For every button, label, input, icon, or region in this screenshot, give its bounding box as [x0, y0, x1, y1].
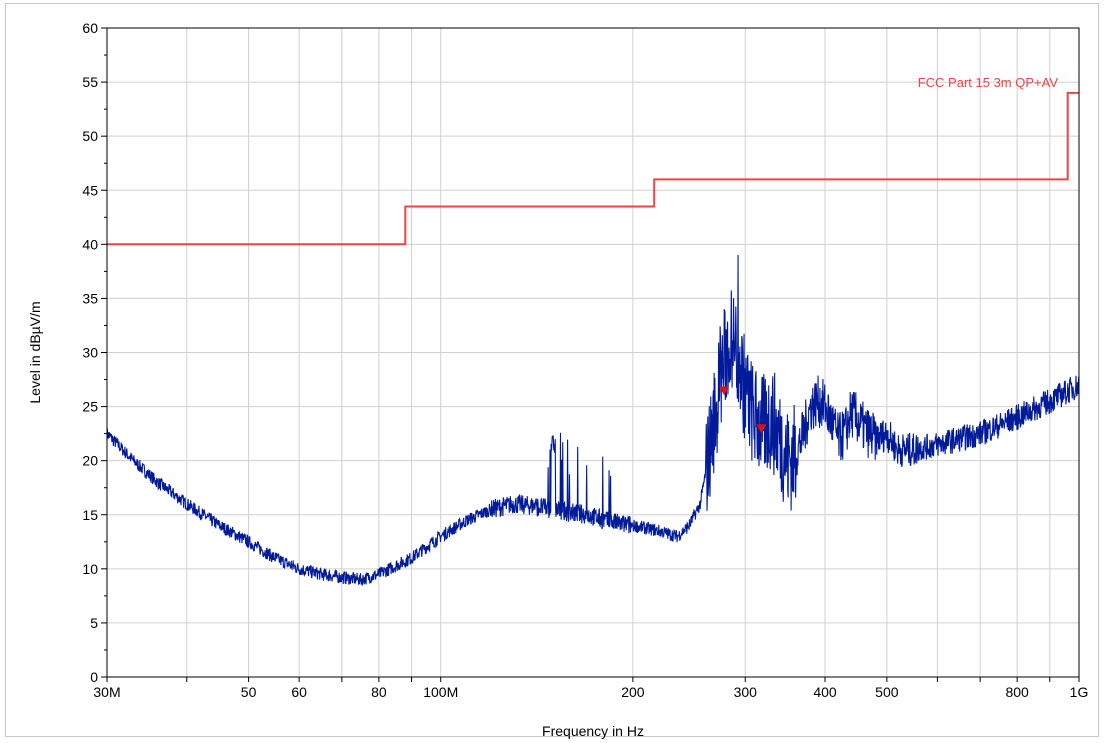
y-tick-label: 35 [82, 290, 98, 306]
x-tick-labels: 30M 50 60 80 100M 200 300 400 500 800 1G [93, 684, 1088, 700]
limit-line-path [107, 91, 1079, 246]
y-tick-label: 40 [82, 236, 98, 252]
marker-group [719, 386, 767, 434]
y-tick-label: 50 [82, 128, 98, 144]
measured-trace [106, 254, 1080, 586]
y-tick-labels: 0 5 10 15 20 25 30 35 40 45 50 55 60 [82, 20, 98, 685]
x-tick-label: 80 [371, 684, 387, 700]
y-tick-label: 45 [82, 182, 98, 198]
x-tick-label: 300 [734, 684, 758, 700]
x-tick-label: 30M [93, 684, 120, 700]
x-tick-label: 50 [241, 684, 257, 700]
y-axis-title: Level in dBµV/m [27, 301, 43, 403]
chart-frame [5, 3, 1099, 737]
x-tick-label: 400 [813, 684, 837, 700]
y-tick-label: 5 [90, 615, 98, 631]
x-tick-label: 200 [621, 684, 645, 700]
peak-marker [719, 386, 730, 396]
x-tick-label: 1G [1070, 684, 1089, 700]
x-tick-label: 800 [1005, 684, 1029, 700]
y-tick-label: 30 [82, 345, 98, 361]
peak-marker [756, 424, 767, 434]
y-tick-label: 55 [82, 74, 98, 90]
y-tick-label: 0 [90, 669, 98, 685]
series-group [106, 254, 1080, 586]
x-tick-label: 100M [423, 684, 458, 700]
y-tick-label: 20 [82, 453, 98, 469]
grid-minor [107, 27, 1079, 678]
limit-line [107, 91, 1079, 246]
x-axis-title: Frequency in Hz [542, 723, 644, 739]
y-tick-label: 15 [82, 507, 98, 523]
y-tick-label: 60 [82, 20, 98, 36]
y-tick-label: 10 [82, 561, 98, 577]
x-tick-label: 60 [291, 684, 307, 700]
y-tick-label: 25 [82, 399, 98, 415]
tick-marks [101, 27, 1080, 682]
x-tick-label: 500 [875, 684, 899, 700]
limit-line-label: FCC Part 15 3m QP+AV [918, 75, 1059, 90]
